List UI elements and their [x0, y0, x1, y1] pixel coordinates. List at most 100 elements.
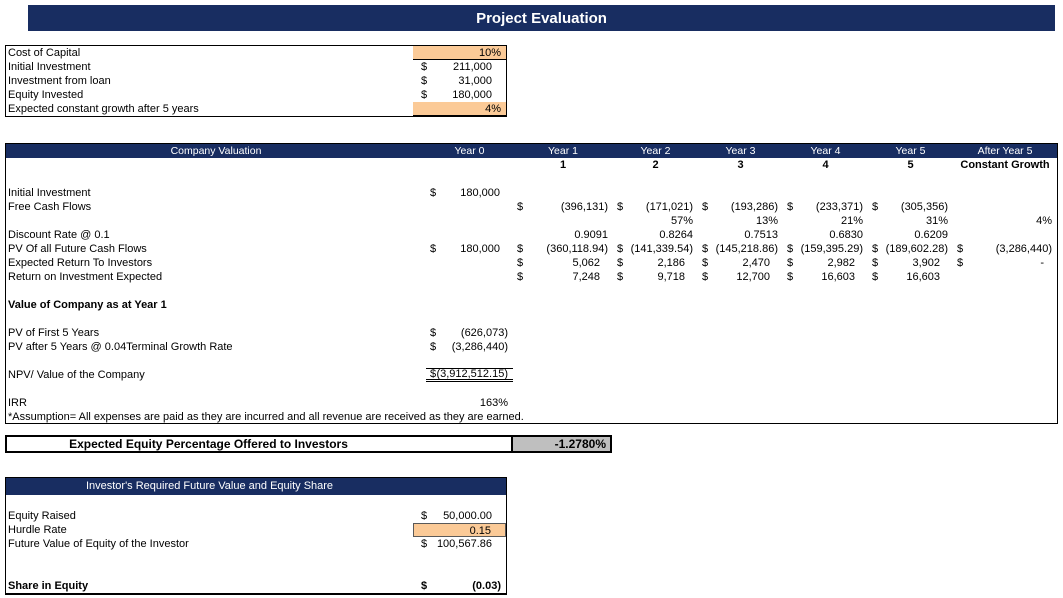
value-cell: [953, 326, 1057, 340]
input-cell[interactable]: 4%: [413, 102, 506, 116]
row-label: Equity Raised: [8, 510, 76, 522]
cell-value: 31%: [925, 215, 948, 227]
dollar-sign: $: [702, 201, 709, 213]
table-row: [6, 551, 506, 565]
row-label: [6, 172, 426, 186]
dollar-sign: $: [787, 257, 794, 269]
value-cell: [513, 298, 613, 312]
table-row: Investment from loan $31,000: [6, 74, 506, 88]
value-cell: [513, 214, 613, 228]
cell-value: 12,700: [736, 271, 770, 283]
value-cell: [783, 298, 868, 312]
cell-value: 4%: [1036, 215, 1052, 227]
column-subheader: Constant Growth: [960, 159, 1050, 171]
value-cell: 21%: [783, 214, 868, 228]
column-subheader: 4: [822, 159, 829, 171]
value-cell: [426, 256, 513, 270]
table-row: Cost of Capital 10%: [6, 46, 506, 60]
cell-value: 180,000: [460, 187, 500, 199]
value-cell: $5,062: [513, 256, 613, 270]
value-cell: $7,248: [513, 270, 613, 284]
table-row: *Assumption= All expenses are paid as th…: [6, 410, 1057, 423]
row-label: Expected constant growth after 5 years: [8, 103, 199, 115]
value-cell: [426, 382, 513, 396]
table-row: [6, 172, 1057, 186]
value-cell: $16,603: [783, 270, 868, 284]
row-label: [6, 551, 413, 565]
valuation-table-title: Company Valuation: [170, 145, 262, 157]
value-cell: [613, 368, 698, 382]
value-cell: [953, 396, 1057, 410]
value-cell: [783, 340, 868, 354]
page-title: Project Evaluation: [476, 9, 607, 27]
table-row: PV of First 5 Years $ (626,073): [6, 326, 1057, 340]
dollar-sign: $: [617, 201, 624, 213]
value-cell: 0.9091: [513, 228, 613, 242]
input-cell[interactable]: 0.15: [413, 523, 506, 537]
value-cell: $ (305,356): [868, 200, 953, 214]
value-cell: [426, 228, 513, 242]
value-cell: $ (396,131): [513, 200, 613, 214]
value-cell: [783, 326, 868, 340]
value-cell: [868, 186, 953, 200]
value-cell: [953, 186, 1057, 200]
cell-value: 2,982: [827, 257, 855, 269]
value-cell: $ (360,118.94): [513, 242, 613, 256]
dollar-sign: $: [872, 243, 879, 255]
value-cell: [868, 396, 953, 410]
cell-value: 3,902: [912, 257, 940, 269]
dollar-sign: $: [872, 201, 879, 213]
value-cell: [513, 340, 613, 354]
value-cell: [426, 312, 513, 326]
equity-offer-result-cell[interactable]: -1.2780%: [511, 437, 610, 451]
value-cell: 0.8264: [613, 228, 698, 242]
value-cell: [698, 396, 783, 410]
cell-value: 16,603: [906, 271, 940, 283]
dollar-sign: $: [702, 243, 709, 255]
value-cell: [426, 284, 513, 298]
cell-value: (3,286,440): [995, 243, 1052, 255]
dollar-sign: $: [517, 201, 524, 213]
table-row: Value of Company as at Year 1: [6, 298, 1057, 312]
input-cell[interactable]: 10%: [413, 46, 506, 60]
value-cell: 163%: [426, 396, 513, 410]
value-cell: $31,000: [413, 74, 506, 88]
dollar-sign: $: [617, 243, 624, 255]
row-label: Cost of Capital: [8, 47, 81, 59]
value-cell: [698, 368, 783, 382]
value-cell: [953, 200, 1057, 214]
value-cell: [698, 312, 783, 326]
value-cell: $ (171,021): [613, 200, 698, 214]
table-row: PV Of all Future Cash Flows $180,000 $ (360…: [6, 242, 1057, 256]
row-label: Free Cash Flows: [8, 201, 92, 213]
value-cell: [413, 551, 506, 565]
cell-value: 0.9091: [574, 229, 608, 241]
value-cell: $180,000: [426, 186, 513, 200]
dollar-sign: $: [787, 271, 794, 283]
table-row: [6, 312, 1057, 326]
value-cell: [953, 172, 1057, 186]
row-label: [6, 214, 426, 228]
value-cell: [613, 186, 698, 200]
value-cell: [613, 326, 698, 340]
column-subheader: 1: [559, 159, 567, 171]
value-cell: [698, 382, 783, 396]
cell-value: 50,000.00: [443, 510, 492, 522]
value-cell: $ (3,912,512.15): [426, 368, 513, 382]
cell-value: 0.15: [469, 525, 491, 537]
value-cell: [783, 312, 868, 326]
row-label: IRR: [8, 397, 27, 409]
table-row: Equity Invested $180,000: [6, 88, 506, 102]
value-cell: 13%: [698, 214, 783, 228]
dollar-sign: $: [957, 243, 964, 255]
valuation-table: Company Valuation Year 0 Year 1 Year 2 Year…: [5, 143, 1058, 424]
table-row: Equity Raised $50,000.00: [6, 509, 506, 523]
value-cell: [413, 495, 506, 509]
value-cell: [426, 172, 513, 186]
cell-value: (0.03): [472, 580, 501, 592]
row-label: PV Of all Future Cash Flows: [8, 243, 147, 255]
column-header: Year 0: [454, 145, 485, 157]
cell-value: 21%: [840, 215, 863, 227]
table-row: NPV/ Value of the Company $ (3,912,512.15): [6, 368, 1057, 382]
